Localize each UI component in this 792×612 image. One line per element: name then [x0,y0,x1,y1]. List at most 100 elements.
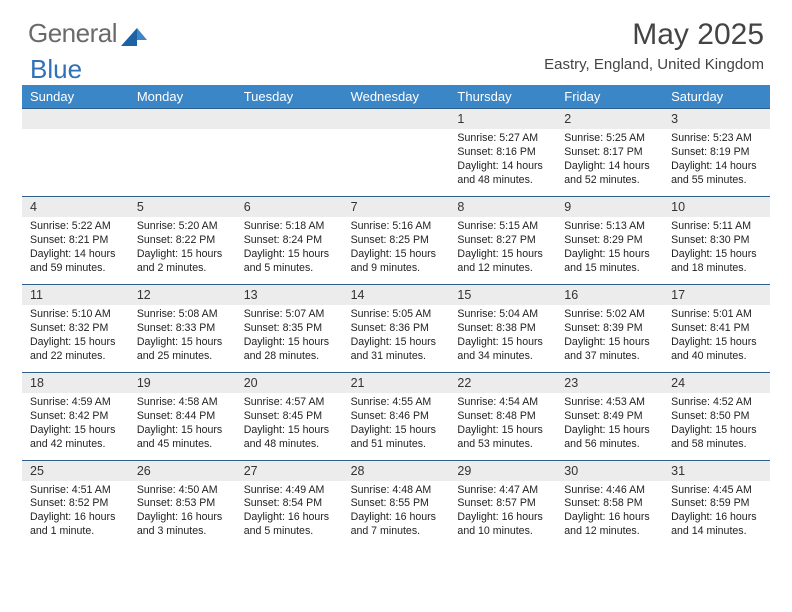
day-detail-cell: Sunrise: 5:01 AMSunset: 8:41 PMDaylight:… [663,305,770,372]
daylight-line: Daylight: 15 hours and 9 minutes. [351,248,442,276]
day-detail-cell: Sunrise: 4:52 AMSunset: 8:50 PMDaylight:… [663,393,770,460]
sunset-line: Sunset: 8:59 PM [671,497,762,511]
day-detail-cell: Sunrise: 5:18 AMSunset: 8:24 PMDaylight:… [236,217,343,284]
sunset-line: Sunset: 8:44 PM [137,410,228,424]
sunrise-line: Sunrise: 5:07 AM [244,308,335,322]
daylight-line: Daylight: 14 hours and 52 minutes. [564,160,655,188]
day-number-cell: 14 [343,284,450,305]
daylight-line: Daylight: 16 hours and 12 minutes. [564,511,655,539]
day-number-cell: 26 [129,460,236,481]
daylight-line: Daylight: 16 hours and 3 minutes. [137,511,228,539]
weekday-cell: Thursday [449,85,556,108]
day-number-cell: 15 [449,284,556,305]
day-number-cell [129,108,236,129]
sunrise-line: Sunrise: 5:11 AM [671,220,762,234]
daylight-line: Daylight: 15 hours and 25 minutes. [137,336,228,364]
weekday-cell: Friday [556,85,663,108]
sunset-line: Sunset: 8:53 PM [137,497,228,511]
sunset-line: Sunset: 8:54 PM [244,497,335,511]
day-number-cell: 23 [556,372,663,393]
day-detail-cell: Sunrise: 5:10 AMSunset: 8:32 PMDaylight:… [22,305,129,372]
sunrise-line: Sunrise: 5:23 AM [671,132,762,146]
sunset-line: Sunset: 8:55 PM [351,497,442,511]
sunset-line: Sunset: 8:41 PM [671,322,762,336]
sunrise-line: Sunrise: 4:51 AM [30,484,121,498]
sunrise-line: Sunrise: 4:50 AM [137,484,228,498]
sunrise-line: Sunrise: 4:48 AM [351,484,442,498]
logo: General [28,18,147,49]
day-number-cell: 12 [129,284,236,305]
sunrise-line: Sunrise: 5:15 AM [457,220,548,234]
sunset-line: Sunset: 8:16 PM [457,146,548,160]
sunset-line: Sunset: 8:45 PM [244,410,335,424]
day-number-row: 45678910 [22,196,770,217]
day-detail-cell: Sunrise: 4:59 AMSunset: 8:42 PMDaylight:… [22,393,129,460]
sunrise-line: Sunrise: 5:16 AM [351,220,442,234]
sunset-line: Sunset: 8:57 PM [457,497,548,511]
sunrise-line: Sunrise: 5:10 AM [30,308,121,322]
day-number-cell: 18 [22,372,129,393]
day-detail-row: Sunrise: 4:59 AMSunset: 8:42 PMDaylight:… [22,393,770,460]
weekday-cell: Saturday [663,85,770,108]
sunrise-line: Sunrise: 4:55 AM [351,396,442,410]
sunrise-line: Sunrise: 5:01 AM [671,308,762,322]
day-number-cell: 11 [22,284,129,305]
sunrise-line: Sunrise: 4:54 AM [457,396,548,410]
sunrise-line: Sunrise: 5:05 AM [351,308,442,322]
day-detail-cell: Sunrise: 4:46 AMSunset: 8:58 PMDaylight:… [556,481,663,548]
sunrise-line: Sunrise: 5:25 AM [564,132,655,146]
day-detail-cell [22,129,129,196]
day-detail-cell: Sunrise: 4:51 AMSunset: 8:52 PMDaylight:… [22,481,129,548]
logo-text-gray: General [28,18,117,49]
day-detail-cell: Sunrise: 5:13 AMSunset: 8:29 PMDaylight:… [556,217,663,284]
day-number-row: 123 [22,108,770,129]
sunset-line: Sunset: 8:19 PM [671,146,762,160]
day-detail-cell [129,129,236,196]
day-number-cell: 8 [449,196,556,217]
sunrise-line: Sunrise: 4:47 AM [457,484,548,498]
sunset-line: Sunset: 8:33 PM [137,322,228,336]
day-number-row: 18192021222324 [22,372,770,393]
day-detail-cell: Sunrise: 4:45 AMSunset: 8:59 PMDaylight:… [663,481,770,548]
day-detail-cell: Sunrise: 4:47 AMSunset: 8:57 PMDaylight:… [449,481,556,548]
daylight-line: Daylight: 15 hours and 22 minutes. [30,336,121,364]
sunset-line: Sunset: 8:49 PM [564,410,655,424]
day-detail-cell: Sunrise: 4:49 AMSunset: 8:54 PMDaylight:… [236,481,343,548]
daylight-line: Daylight: 15 hours and 15 minutes. [564,248,655,276]
daylight-line: Daylight: 15 hours and 48 minutes. [244,424,335,452]
day-number-cell [22,108,129,129]
sunrise-line: Sunrise: 5:04 AM [457,308,548,322]
sunrise-line: Sunrise: 4:45 AM [671,484,762,498]
sunset-line: Sunset: 8:36 PM [351,322,442,336]
day-number-cell: 28 [343,460,450,481]
logo-icon [121,22,147,42]
day-detail-cell: Sunrise: 5:11 AMSunset: 8:30 PMDaylight:… [663,217,770,284]
day-number-cell: 6 [236,196,343,217]
daylight-line: Daylight: 16 hours and 5 minutes. [244,511,335,539]
sunrise-line: Sunrise: 5:18 AM [244,220,335,234]
day-detail-cell: Sunrise: 5:04 AMSunset: 8:38 PMDaylight:… [449,305,556,372]
day-number-cell: 10 [663,196,770,217]
weekday-cell: Monday [129,85,236,108]
sunrise-line: Sunrise: 4:49 AM [244,484,335,498]
sunset-line: Sunset: 8:35 PM [244,322,335,336]
weekday-cell: Tuesday [236,85,343,108]
sunset-line: Sunset: 8:17 PM [564,146,655,160]
daylight-line: Daylight: 15 hours and 58 minutes. [671,424,762,452]
day-detail-cell: Sunrise: 5:16 AMSunset: 8:25 PMDaylight:… [343,217,450,284]
sunset-line: Sunset: 8:22 PM [137,234,228,248]
day-detail-row: Sunrise: 5:10 AMSunset: 8:32 PMDaylight:… [22,305,770,372]
day-detail-row: Sunrise: 4:51 AMSunset: 8:52 PMDaylight:… [22,481,770,548]
sunrise-line: Sunrise: 4:53 AM [564,396,655,410]
sunrise-line: Sunrise: 4:52 AM [671,396,762,410]
sunset-line: Sunset: 8:25 PM [351,234,442,248]
sunrise-line: Sunrise: 4:58 AM [137,396,228,410]
day-detail-row: Sunrise: 5:22 AMSunset: 8:21 PMDaylight:… [22,217,770,284]
daylight-line: Daylight: 15 hours and 34 minutes. [457,336,548,364]
calendar: SundayMondayTuesdayWednesdayThursdayFrid… [0,85,792,547]
day-number-cell: 30 [556,460,663,481]
sunrise-line: Sunrise: 5:13 AM [564,220,655,234]
daylight-line: Daylight: 14 hours and 48 minutes. [457,160,548,188]
day-number-row: 25262728293031 [22,460,770,481]
daylight-line: Daylight: 16 hours and 14 minutes. [671,511,762,539]
